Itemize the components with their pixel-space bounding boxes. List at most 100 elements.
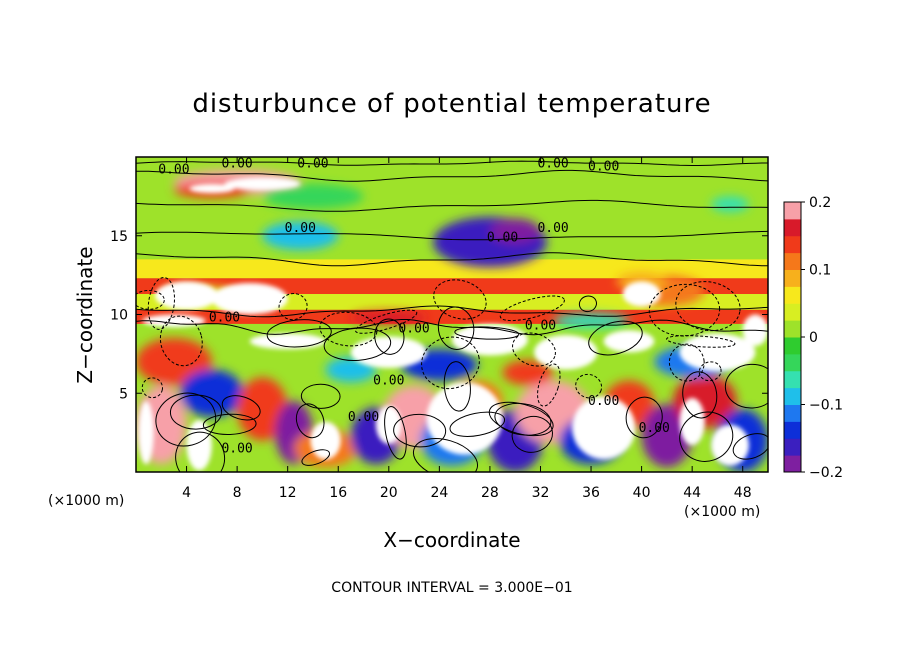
contour-label-15: 0.00	[639, 421, 670, 436]
contour-label-5: 0.00	[285, 221, 316, 236]
contour-loop-20	[278, 293, 308, 321]
contour-loop-39	[202, 413, 257, 435]
x-tick-label-7: 32	[532, 485, 550, 501]
contour-loop-23	[295, 403, 325, 439]
contour-loop-43	[169, 394, 223, 430]
field-white-18	[376, 405, 402, 444]
x-unit-right: (×1000 m)	[684, 504, 760, 520]
field-white-2	[154, 281, 219, 310]
contour-loop-45	[141, 377, 163, 399]
y-tick-label-1: 10	[110, 308, 128, 324]
field-blob-8	[136, 338, 212, 386]
contour-loop-34	[449, 411, 506, 437]
contour-loop-8	[443, 361, 471, 412]
colorbar-cell-5	[784, 370, 801, 389]
contour-label-8: 0.00	[209, 311, 240, 326]
contour-loop-29	[575, 373, 603, 399]
colorbar-cell-9	[784, 303, 801, 321]
contour-label-10: 0.00	[525, 319, 556, 334]
colorbar-tick-label-3: −0.1	[809, 398, 843, 414]
field-white-20	[138, 401, 154, 465]
colorbar-cell-11	[784, 269, 801, 287]
field-band-4	[136, 278, 768, 295]
colorbar-cell-10	[784, 286, 801, 304]
contour-loop-13	[374, 318, 405, 355]
contour-loop-7	[454, 326, 520, 340]
contour-loop-27	[266, 319, 332, 348]
contour-label-3: 0.00	[537, 156, 568, 171]
contour-labels: 0.00 0.00 0.00 0.00 0.00 0.00 0.00 0.00 0.00 0.00…	[158, 156, 670, 456]
colorbar-cell-12	[784, 252, 801, 270]
colorbar-cell-1	[784, 438, 801, 456]
contour-label-9: 0.00	[398, 322, 429, 337]
field-blob-32	[711, 196, 750, 213]
contour-loop-30	[499, 295, 565, 322]
field-white-8	[534, 334, 598, 370]
y-tick-label-0: 5	[119, 386, 128, 402]
field-white-0	[224, 177, 301, 191]
contour-loop-24	[588, 320, 643, 356]
contour-loop-0	[136, 290, 165, 310]
contour-label-0: 0.00	[158, 163, 189, 178]
contour-loop-42	[698, 361, 722, 382]
field-blob-11	[237, 377, 288, 441]
contour-label-1: 0.00	[221, 156, 252, 171]
contour-loop-31	[421, 336, 480, 390]
colorbar-cell-3	[784, 404, 801, 422]
x-tick-label-5: 24	[430, 485, 448, 501]
x-tick-label-11: 48	[734, 485, 752, 501]
contour-loop-10	[300, 383, 341, 409]
field-white-5	[249, 333, 326, 350]
contour-loop-12	[512, 332, 556, 367]
x-tick-label-6: 28	[481, 485, 499, 501]
contour-loop-35	[537, 363, 561, 407]
contour-top-2	[136, 169, 768, 182]
contour-lines	[136, 160, 768, 472]
contour-loop-18	[301, 449, 331, 466]
field-white-10	[679, 333, 756, 372]
contour-loop-40	[724, 363, 768, 409]
contour-loop-11	[488, 401, 554, 437]
contour-label-7: 0.00	[537, 221, 568, 236]
contour-loop-21	[412, 438, 478, 472]
y-axis-label: Z−coordinate	[73, 246, 97, 383]
contour-mid-2	[136, 319, 768, 336]
contour-label-14: 0.00	[588, 394, 619, 409]
contour-loop-6	[221, 395, 261, 421]
field-band-0	[136, 157, 768, 164]
x-tick-label-9: 40	[633, 485, 651, 501]
field-white-13	[426, 382, 503, 455]
x-tick-label-8: 36	[582, 485, 600, 501]
y-tick-label-2: 15	[110, 229, 128, 245]
contour-loop-5	[682, 371, 718, 419]
field-blob-4	[489, 218, 541, 244]
contour-label-2: 0.00	[297, 156, 328, 171]
field-saturated	[138, 177, 768, 471]
x-axis-label: X−coordinate	[383, 528, 520, 552]
x-tick-label-4: 20	[380, 485, 398, 501]
x-tick-label-2: 12	[279, 485, 297, 501]
colorbar-cell-2	[784, 421, 801, 439]
contour-loop-2	[625, 396, 663, 439]
contour-loop-22	[147, 277, 175, 330]
contour-upper-2	[136, 230, 768, 241]
y-axis-ticks: 5 10 15	[110, 229, 768, 402]
field-white-14	[572, 396, 636, 460]
contour-label-13: 0.00	[221, 441, 252, 456]
x-axis-ticks: 4 8 12 16 20 24 28 32 36 40 44 48	[182, 157, 752, 501]
colorbar-ticks: 0.2 0.1 0 −0.1 −0.2	[801, 195, 843, 481]
field-blob-10	[180, 369, 244, 417]
contour-loop-4	[433, 279, 487, 320]
contour-loop-36	[666, 335, 736, 348]
contour-label-4: 0.00	[588, 159, 619, 174]
field-white-3	[211, 283, 288, 315]
field-white-12	[622, 281, 661, 307]
field-blob-5	[262, 221, 339, 250]
x-tick-label-10: 44	[683, 485, 701, 501]
colorbar-cell-14	[784, 218, 801, 237]
colorbar-cell-15	[784, 202, 801, 220]
colorbar-cell-7	[784, 337, 801, 355]
contour-loop-17	[675, 281, 741, 332]
contour-loop-26	[648, 283, 721, 337]
